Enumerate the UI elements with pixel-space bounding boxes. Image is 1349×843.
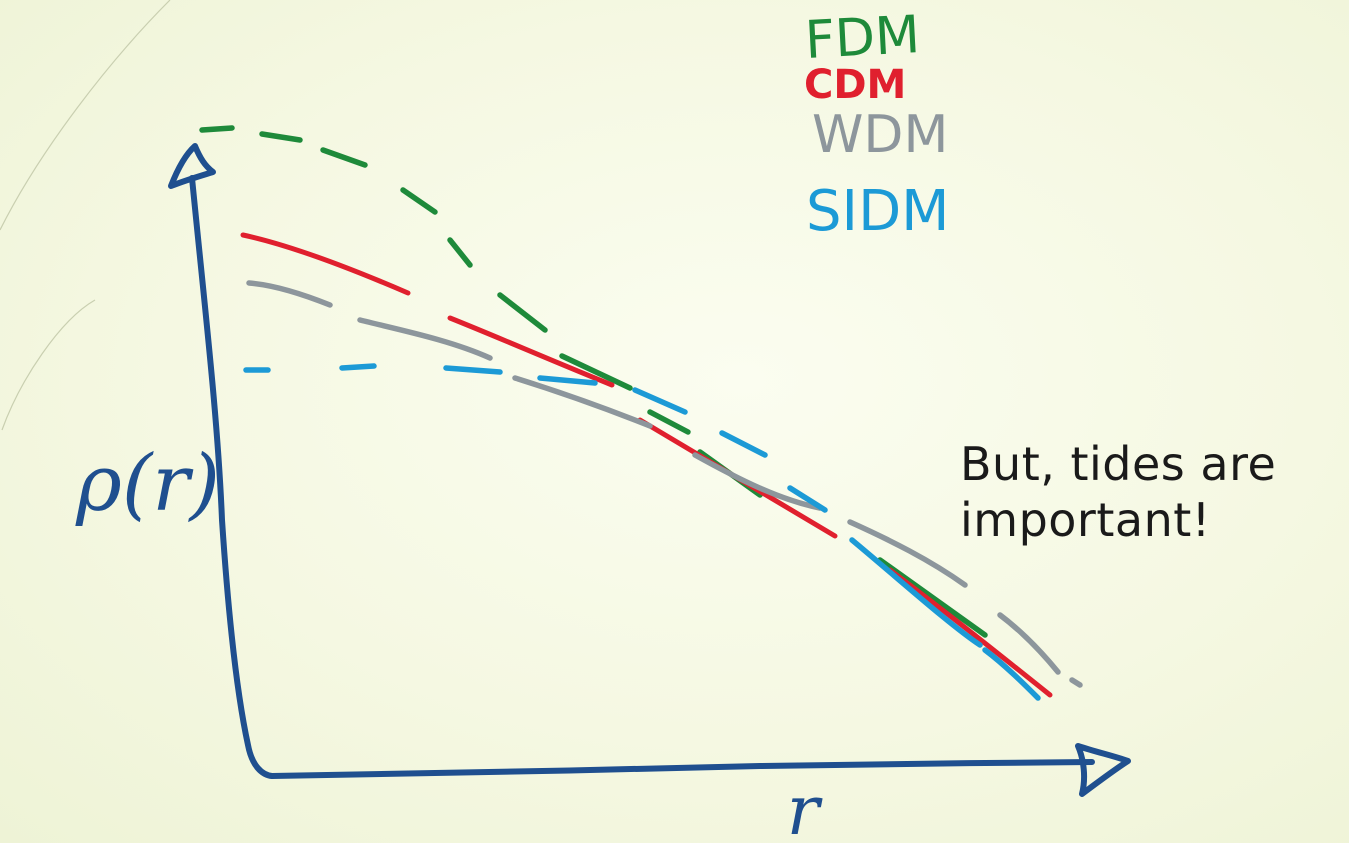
legend: FDM CDM WDM SIDM xyxy=(804,5,950,244)
x-axis xyxy=(269,759,1095,779)
note-line-2: important! xyxy=(960,493,1211,547)
cdm-curve xyxy=(240,232,1053,698)
legend-fdm: FDM xyxy=(804,5,922,71)
decorative-lines xyxy=(0,0,171,431)
sidm-curve xyxy=(243,363,1041,701)
y-axis-arrowhead xyxy=(168,143,216,189)
x-axis-arrowhead xyxy=(1075,743,1131,797)
note-line-1: But, tides are xyxy=(960,437,1277,491)
x-axis-label: r xyxy=(787,772,823,843)
legend-sidm: SIDM xyxy=(806,179,950,244)
legend-wdm: WDM xyxy=(812,105,948,165)
y-axis-label: ρ(r) xyxy=(75,439,220,529)
axes xyxy=(168,143,1131,797)
slide-note: But, tides are important! xyxy=(960,436,1276,548)
y-axis xyxy=(189,175,275,779)
legend-cdm: CDM xyxy=(804,62,906,108)
wdm-curve xyxy=(246,280,1083,688)
